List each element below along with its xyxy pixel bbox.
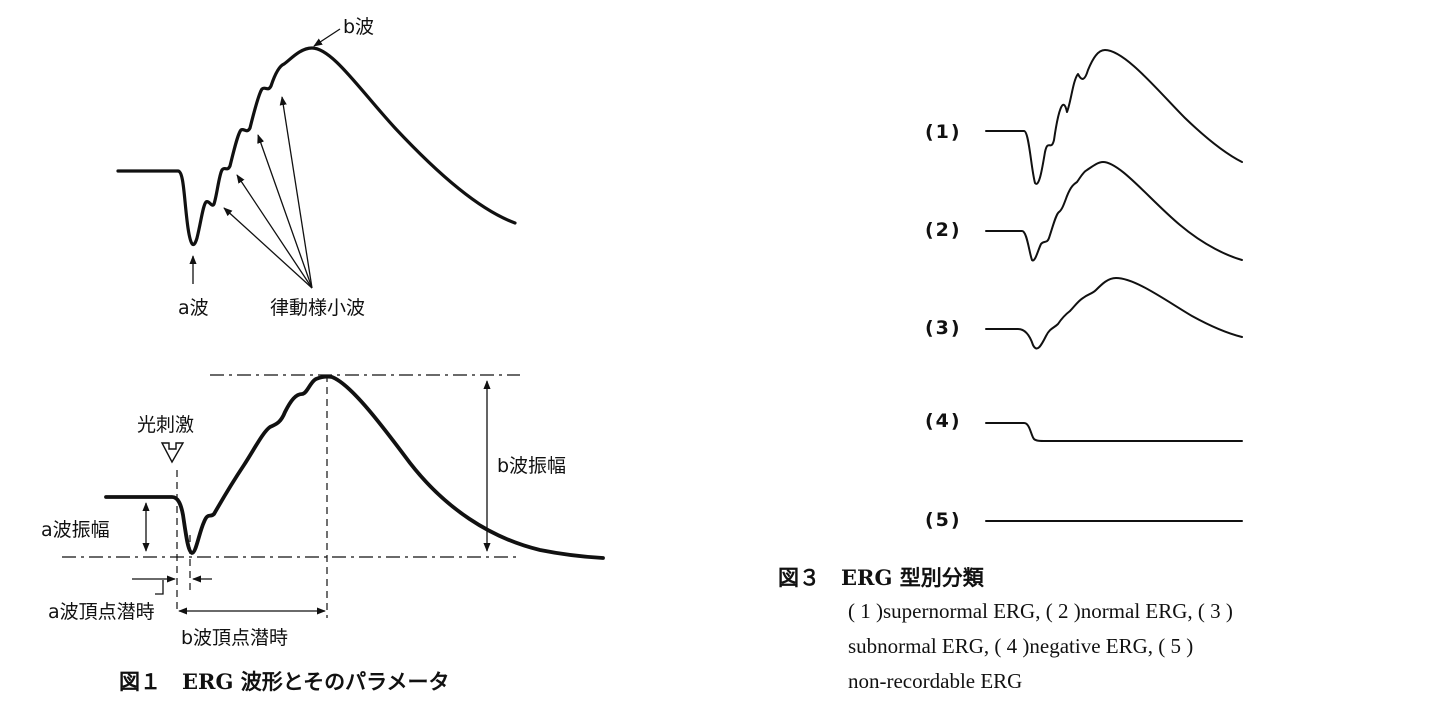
b-wave-pointer-arrow bbox=[314, 29, 340, 46]
a-latency-arrows bbox=[132, 579, 212, 594]
op-arrow-1 bbox=[224, 208, 312, 288]
a-wave-label: a波 bbox=[178, 297, 209, 319]
trace-label-2: (2) bbox=[925, 219, 962, 241]
fig1-bottom-diagram: b波振幅 a波振幅 光刺激 a波頂点潜時 b波頂点潜時 bbox=[41, 375, 603, 649]
oscillatory-potential-label: 律動様小波 bbox=[270, 297, 365, 319]
stimulus-label: 光刺激 bbox=[137, 414, 194, 436]
b-amplitude-label: b波振幅 bbox=[497, 455, 566, 477]
trace-label-4: (4) bbox=[925, 410, 962, 432]
trace-label-1: (1) bbox=[925, 121, 962, 143]
fig3-traces: (1) (2) (3) (4) (5) bbox=[925, 50, 1242, 531]
a-amplitude-label: a波振幅 bbox=[41, 519, 110, 541]
figure3-caption-line-2: subnormal ERG, ( 4 )negative ERG, ( 5 ) bbox=[848, 634, 1193, 658]
trace-label-5: (5) bbox=[925, 509, 962, 531]
op-arrow-2 bbox=[237, 175, 312, 288]
trace-3-subnormal bbox=[986, 278, 1242, 348]
figure1-caption: 図１ ERG 波形とそのパラメータ bbox=[119, 669, 449, 694]
trace-label-3: (3) bbox=[925, 317, 962, 339]
b-latency-label: b波頂点潜時 bbox=[181, 627, 288, 649]
figure3-caption-line-1: ( 1 )supernormal ERG, ( 2 )normal ERG, (… bbox=[848, 599, 1233, 623]
op-arrow-4 bbox=[282, 97, 312, 288]
fig1-top-diagram: b波 a波 律動様小波 bbox=[118, 16, 515, 319]
a-latency-label: a波頂点潜時 bbox=[48, 601, 155, 623]
stimulus-marker-arrow-icon bbox=[162, 443, 183, 462]
trace-4-negative bbox=[986, 423, 1242, 441]
trace-2-normal bbox=[986, 162, 1242, 260]
fig1-top-erg-waveform bbox=[118, 48, 515, 245]
figure3-caption-title: 図３ ERG 型別分類 bbox=[778, 565, 985, 590]
trace-1-supernormal bbox=[986, 50, 1242, 184]
b-wave-label: b波 bbox=[343, 16, 374, 38]
oscillatory-potential-arrows bbox=[224, 97, 312, 288]
op-arrow-3 bbox=[258, 135, 312, 288]
figure3-caption-line-3: non-recordable ERG bbox=[848, 669, 1022, 693]
